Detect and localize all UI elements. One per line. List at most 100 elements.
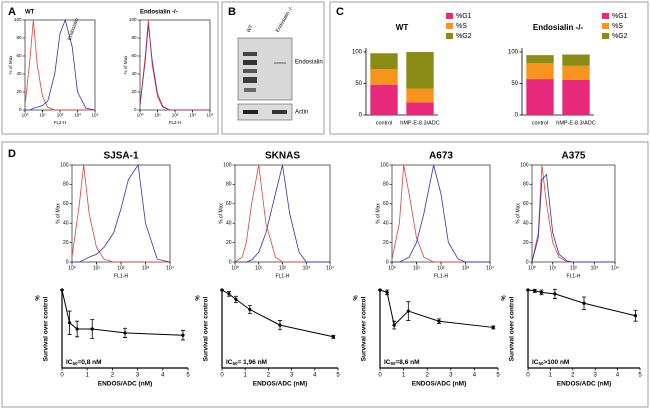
x-axis-label: FL1-H	[114, 273, 128, 279]
x-tick-label: 10⁴	[611, 265, 619, 271]
y-axis-label: % of Max	[8, 55, 13, 75]
y-tick-label: 100	[60, 162, 69, 168]
panel-label: A	[8, 6, 16, 18]
blot-band	[274, 62, 286, 64]
x-axis-label: FL1-H	[434, 273, 448, 279]
y-axis-label: % of Max	[515, 203, 521, 224]
data-point	[123, 331, 127, 335]
y-tick-label: 20	[523, 240, 529, 246]
annotation: IC50= 1,96 nM	[226, 359, 267, 366]
x-tick-label: 10⁰	[137, 113, 144, 118]
legend-swatch	[446, 13, 453, 19]
band-label: Endosialin	[295, 60, 323, 66]
x-tick-label: 3	[449, 373, 453, 379]
data-point	[533, 289, 537, 293]
panel-frame	[1, 141, 649, 408]
plot-frame	[71, 164, 171, 263]
series-line	[221, 289, 334, 338]
x-tick-label: 3	[136, 373, 140, 379]
annotation-text: = 1,96 nM	[238, 359, 267, 366]
x-tick-label: 10⁰	[231, 265, 239, 271]
band-label: Actin	[295, 110, 308, 116]
bar-segment	[526, 55, 554, 64]
y-axis-label: % of Max	[375, 203, 381, 224]
x-tick-label: 10³	[591, 265, 599, 271]
x-tick-label: 0	[378, 373, 382, 379]
data-point	[378, 288, 382, 292]
blot-band	[243, 60, 257, 65]
y-tick-label: 60	[523, 201, 529, 207]
legend-label: %G1	[456, 13, 472, 20]
blot-band	[243, 52, 257, 56]
legend-label: %G2	[456, 33, 472, 40]
annotation-prefix: IC	[532, 359, 539, 366]
x-tick-label: 10²	[57, 113, 64, 118]
x-axis-label: FL2-H	[169, 120, 182, 125]
x-axis-label: FL1-H	[276, 273, 290, 279]
x-tick-label: 10⁴	[166, 265, 174, 271]
panel-label: D	[8, 148, 16, 160]
y-tick-label: 50	[355, 81, 362, 87]
y-tick-label: 20	[131, 89, 137, 94]
x-tick-label: 4	[473, 373, 477, 379]
data-point	[60, 288, 64, 292]
x-tick-label: 0	[60, 373, 64, 379]
plot-frame	[531, 164, 616, 263]
lane-label: Endosialin -/-	[275, 5, 295, 34]
y-tick-label: 40	[226, 221, 232, 227]
panel-frame	[1, 1, 219, 135]
y-tick-label: 80	[16, 35, 22, 40]
legend-swatch	[602, 33, 609, 39]
blot	[237, 103, 293, 121]
x-tick-label: 4	[616, 373, 620, 379]
x-tick-label: 2	[267, 373, 271, 379]
y-tick-label: 20	[63, 240, 69, 246]
x-tick-label: 10⁰	[528, 265, 536, 271]
x-tick-label: 4	[161, 373, 165, 379]
series-line	[71, 164, 170, 263]
y-tick-label: 40	[63, 221, 69, 227]
y-tick-label: 100	[380, 162, 389, 168]
y-tick-label: 20	[16, 89, 22, 94]
y-axis-unit: %	[354, 295, 360, 301]
plot-frame	[234, 164, 331, 263]
panel-label: C	[336, 6, 344, 18]
x-tick-label: 10¹	[255, 265, 263, 271]
y-tick-label: 60	[383, 201, 389, 207]
chart-title: Endosialin -/-	[140, 10, 178, 16]
x-tick-label: 10³	[189, 113, 196, 118]
series-line	[531, 173, 615, 263]
annotation-sub: 50	[391, 361, 397, 366]
x-tick-label: 10³	[142, 265, 150, 271]
y-tick-label: 20	[383, 240, 389, 246]
x-axis-label: ENDOS/ADC (nM)	[253, 381, 308, 388]
panel-frame	[221, 1, 325, 135]
x-tick-label: 10⁴	[207, 113, 214, 118]
series-line	[139, 19, 210, 111]
x-tick-label: 5	[496, 373, 500, 379]
x-tick-label: 1	[549, 373, 553, 379]
y-tick-label: 40	[383, 221, 389, 227]
series-line	[24, 19, 95, 111]
y-tick-label: 60	[63, 201, 69, 207]
x-tick-label: 10³	[74, 113, 81, 118]
x-tick-label: 10²	[172, 113, 179, 118]
x-axis-label: ENDOS/ADC (nM)	[557, 381, 612, 388]
chart-title: Endosialin -/-	[533, 23, 584, 32]
y-tick-label: 100	[129, 17, 137, 22]
x-tick-label: 10⁰	[22, 113, 29, 118]
x-tick-label: 10¹	[413, 265, 421, 271]
x-tick-label: 10²	[279, 265, 287, 271]
x-axis-label: FL1-H	[567, 273, 581, 279]
x-tick-label: 10⁴	[92, 113, 99, 118]
x-axis-label: ENDOS/ADC (nM)	[98, 381, 153, 388]
y-tick-label: 80	[523, 182, 529, 188]
chart-title: SKNAS	[265, 151, 300, 162]
annotation-prefix: IC	[384, 359, 391, 366]
data-point	[234, 297, 238, 301]
data-point	[248, 307, 252, 312]
x-tick-label: 5	[336, 373, 340, 379]
series-line	[379, 289, 494, 328]
y-tick-label: 100	[352, 50, 363, 56]
y-tick-label: 80	[63, 182, 69, 188]
